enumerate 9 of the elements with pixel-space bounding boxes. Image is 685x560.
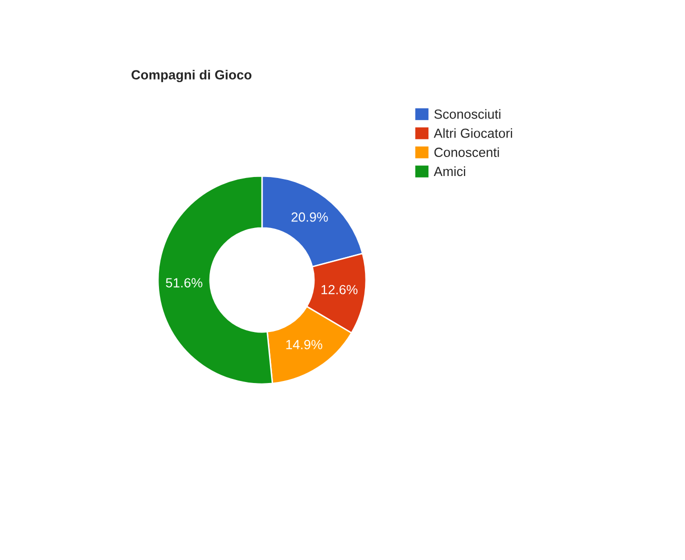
chart-title: Compagni di Gioco	[132, 70, 252, 82]
data-label: 51.6%	[166, 278, 202, 288]
legend-label: Conoscenti	[434, 147, 499, 158]
legend-label: Sconosciuti	[434, 109, 500, 119]
legend-label: Amici	[434, 166, 466, 176]
data-label: 12.6%	[322, 284, 358, 294]
legend-label: Altri Giocatori	[434, 128, 512, 138]
data-label: 20.9%	[292, 212, 328, 222]
data-label: 14.9%	[286, 340, 322, 350]
